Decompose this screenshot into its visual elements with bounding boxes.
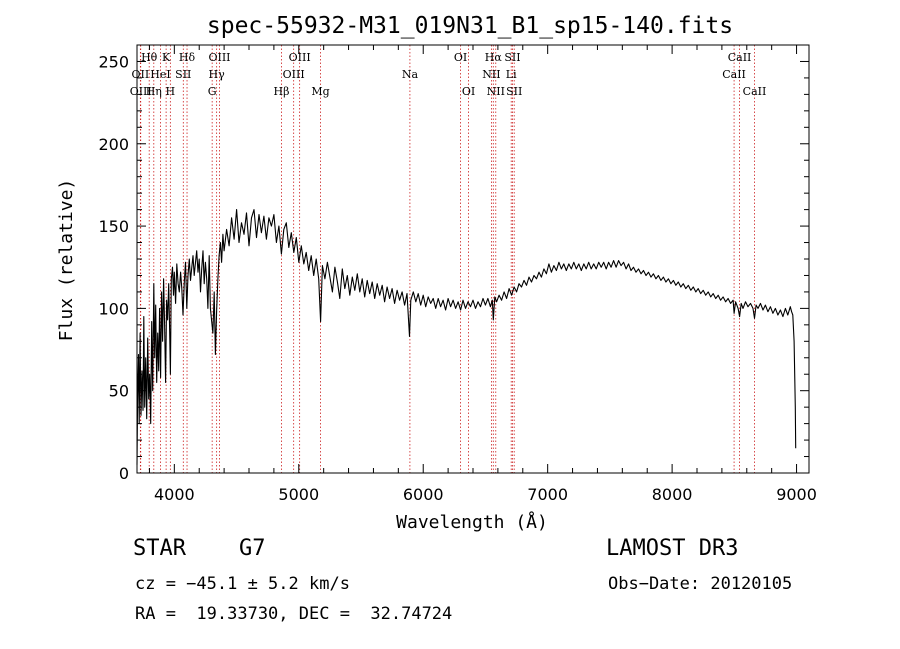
spectral-line-label: H [166, 85, 176, 98]
spectral-line-label: SII [506, 85, 522, 98]
x-tick-label: 7000 [527, 485, 568, 504]
spectral-line-label: G [208, 85, 217, 98]
x-tick-label: 6000 [403, 485, 444, 504]
x-tick-label: 8000 [652, 485, 693, 504]
spectral-line-label: OIII [283, 68, 305, 81]
y-axis-ticks: 0 50 100 150 200 250 [98, 52, 809, 483]
x-tick-label: 4000 [154, 485, 195, 504]
redshift-cz: cz = −45.1 ± 5.2 km/s [135, 574, 350, 594]
spectral-line-label: NII [482, 68, 500, 81]
spectral-line-label: Na [402, 68, 419, 81]
y-tick-label: 150 [98, 217, 129, 236]
spectral-line-label: NII [487, 85, 505, 98]
y-tick-label: 250 [98, 52, 129, 71]
y-tick-label: 100 [98, 299, 129, 318]
spectral-line-label: OI [462, 85, 475, 98]
survey-name: LAMOST DR3 [606, 536, 739, 561]
x-tick-label: 9000 [776, 485, 817, 504]
y-tick-label: 50 [109, 382, 129, 401]
spectral-line-label: Hθ [141, 51, 158, 64]
spectral-line-label: OI [454, 51, 467, 64]
spectral-line-label: Mg [311, 85, 329, 98]
spectral-line-label: OIII [208, 51, 230, 64]
spectral-line-label: SII [175, 68, 191, 81]
chart-title: spec-55932-M31_019N31_B1_sp15-140.fits [207, 13, 733, 39]
y-tick-label: 0 [119, 464, 129, 483]
y-axis-label: Flux (relative) [56, 179, 77, 342]
spectral-line-label: OII [132, 68, 150, 81]
spectral-line-label: CaII [743, 85, 767, 98]
spectral-line-label: Hδ [179, 51, 196, 64]
plot-frame [136, 44, 810, 474]
x-axis-ticks: 4000 5000 6000 7000 8000 9000 [148, 45, 817, 504]
spectral-line-label: Hη [146, 85, 162, 98]
x-axis-label: Wavelength (Å) [396, 511, 548, 533]
spectral-line-label: SII [504, 51, 520, 64]
spectral-line-label: Li [506, 68, 517, 81]
spectral-line-markers [139, 45, 755, 473]
spectral-line-label: K [162, 51, 171, 64]
spectral-line-label: OIII [130, 85, 152, 98]
observation-date: Obs−Date: 20120105 [608, 574, 793, 594]
object-class: STAR G7 [133, 536, 266, 561]
spectrum-line [136, 209, 797, 465]
x-tick-label: 5000 [278, 485, 319, 504]
spectral-line-label: Hα [485, 51, 503, 64]
spectral-line-label: Hβ [274, 85, 290, 98]
spectral-line-label: CaII [728, 51, 752, 64]
y-tick-label: 200 [98, 135, 129, 154]
spectral-line-label: Hγ [209, 68, 226, 81]
spectral-line-label: OIII [289, 51, 311, 64]
spectral-line-label: HeI [150, 68, 170, 81]
coordinates-ra-dec: RA = 19.33730, DEC = 32.74724 [135, 604, 453, 624]
spectral-line-label: CaII [722, 68, 746, 81]
